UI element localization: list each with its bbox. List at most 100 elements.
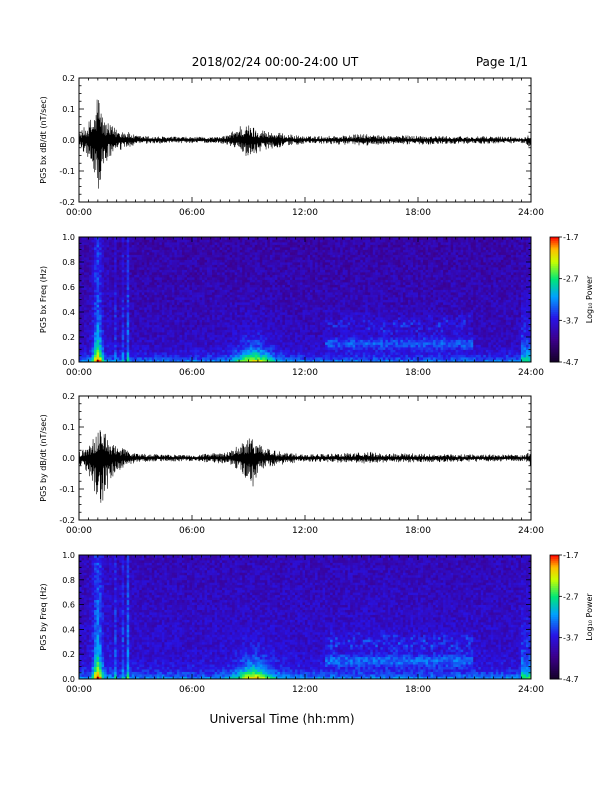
spectrogram-cell <box>91 309 95 313</box>
spectrogram-cell <box>176 272 180 275</box>
spectrogram-cell <box>254 352 258 355</box>
spectrogram-cell <box>239 347 243 350</box>
spectrogram-cell <box>164 357 168 360</box>
spectrogram-cell <box>161 359 165 363</box>
spectrogram-cell <box>277 277 281 280</box>
spectrogram-cell <box>114 352 118 355</box>
spectrogram-cell <box>277 262 281 265</box>
spectrogram-cell <box>262 267 266 270</box>
spectrogram-cell <box>227 337 231 340</box>
spectrogram-cell <box>294 354 298 358</box>
spectrogram-cell <box>234 339 238 343</box>
spectrogram-cell <box>315 329 318 333</box>
spectrogram-cell <box>101 314 105 318</box>
spectrogram-cell <box>279 257 283 260</box>
spectrogram-cell <box>156 267 160 270</box>
spectrogram-cell <box>89 334 92 338</box>
spectrogram-cell <box>277 287 281 290</box>
spectrogram-cell <box>224 254 228 258</box>
spectrogram-cell <box>292 309 296 313</box>
spectrogram-cell <box>171 282 175 285</box>
spectrogram-cell <box>252 357 256 360</box>
spectrogram-cell <box>217 244 221 248</box>
spectrogram-cell <box>199 337 203 340</box>
spectrogram-cell <box>139 319 143 323</box>
spectrogram-cell <box>119 262 123 265</box>
spectrogram-cell <box>149 277 153 280</box>
spectrogram-cell <box>156 352 160 355</box>
spectrogram-cell <box>315 352 318 355</box>
spectrogram-cell <box>292 319 296 323</box>
spectrogram-cell <box>284 242 288 245</box>
spectrogram-cell <box>96 297 100 300</box>
spectrogram-cell <box>202 317 205 320</box>
spectrogram-cell <box>252 322 256 325</box>
spectrogram-cell <box>227 257 231 260</box>
spectrogram-cell <box>101 242 105 245</box>
spectrogram-cell <box>310 317 313 320</box>
spectrogram-cell <box>214 329 218 333</box>
spectrogram-cell <box>114 289 118 293</box>
spectrogram-cell <box>199 302 203 305</box>
spectrogram-cell <box>86 254 90 258</box>
spectrogram-cell <box>199 304 203 308</box>
spectrogram-cell <box>287 354 291 358</box>
spectrogram-cell <box>254 304 258 308</box>
spectrogram-cell <box>237 342 241 345</box>
spectrogram-cell <box>159 239 163 243</box>
spectrogram-cell <box>249 274 253 278</box>
spectrogram-cell <box>219 279 223 283</box>
spectrogram-cell <box>184 354 188 358</box>
spectrogram-cell <box>101 294 105 298</box>
spectrogram-cell <box>101 352 105 355</box>
spectrogram-cell <box>207 337 210 340</box>
spectrogram-cell <box>207 339 210 343</box>
spectrogram-cell <box>171 254 175 258</box>
spectrogram-cell <box>144 319 148 323</box>
spectrogram-cell <box>114 259 118 263</box>
spectrogram-cell <box>307 352 311 355</box>
spectrogram-cell <box>289 359 293 363</box>
spectrogram-cell <box>237 314 241 318</box>
spectrogram-cell <box>104 282 108 285</box>
spectrogram-cell <box>247 334 251 338</box>
spectrogram-cell <box>109 324 113 328</box>
spectrogram-cell <box>254 267 258 270</box>
spectrogram-cell <box>99 282 102 285</box>
spectrogram-cell <box>207 352 210 355</box>
spectrogram-cell <box>134 317 138 320</box>
spectrogram-cell <box>264 339 268 343</box>
spectrogram-cell <box>89 259 92 263</box>
spectrogram-cell <box>166 349 170 353</box>
spectrogram-cell <box>212 324 215 328</box>
spectrogram-cell <box>109 252 113 255</box>
spectrogram-cell <box>161 314 165 318</box>
spectrogram-cell <box>279 289 283 293</box>
spectrogram-cell <box>249 342 253 345</box>
spectrogram-cell <box>181 242 185 245</box>
spectrogram-cell <box>96 249 100 253</box>
spectrogram-cell <box>174 252 178 255</box>
spectrogram-cell <box>126 289 130 293</box>
spectrogram-cell <box>111 264 115 268</box>
spectrogram-cell <box>320 279 323 283</box>
spectrogram-cell <box>121 259 125 263</box>
spectrogram-cell <box>209 322 213 325</box>
spectrogram-cell <box>204 352 208 355</box>
spectrogram-cell <box>121 297 125 300</box>
spectrogram-cell <box>141 262 145 265</box>
spectrogram-cell <box>224 342 228 345</box>
spectrogram-cell <box>106 289 110 293</box>
spectrogram-cell <box>121 357 125 360</box>
spectrogram-cell <box>232 257 236 260</box>
spectrogram-cell <box>176 277 180 280</box>
spectrogram-cell <box>94 337 97 340</box>
spectrogram-cell <box>149 347 153 350</box>
spectrogram-cell <box>224 252 228 255</box>
spectrogram-cell <box>114 304 118 308</box>
spectrogram-cell <box>192 259 195 263</box>
spectrogram-cell <box>99 244 102 248</box>
spectrogram-cell <box>254 242 258 245</box>
spectrogram-cell <box>109 307 113 310</box>
spectrogram-cell <box>227 272 231 275</box>
